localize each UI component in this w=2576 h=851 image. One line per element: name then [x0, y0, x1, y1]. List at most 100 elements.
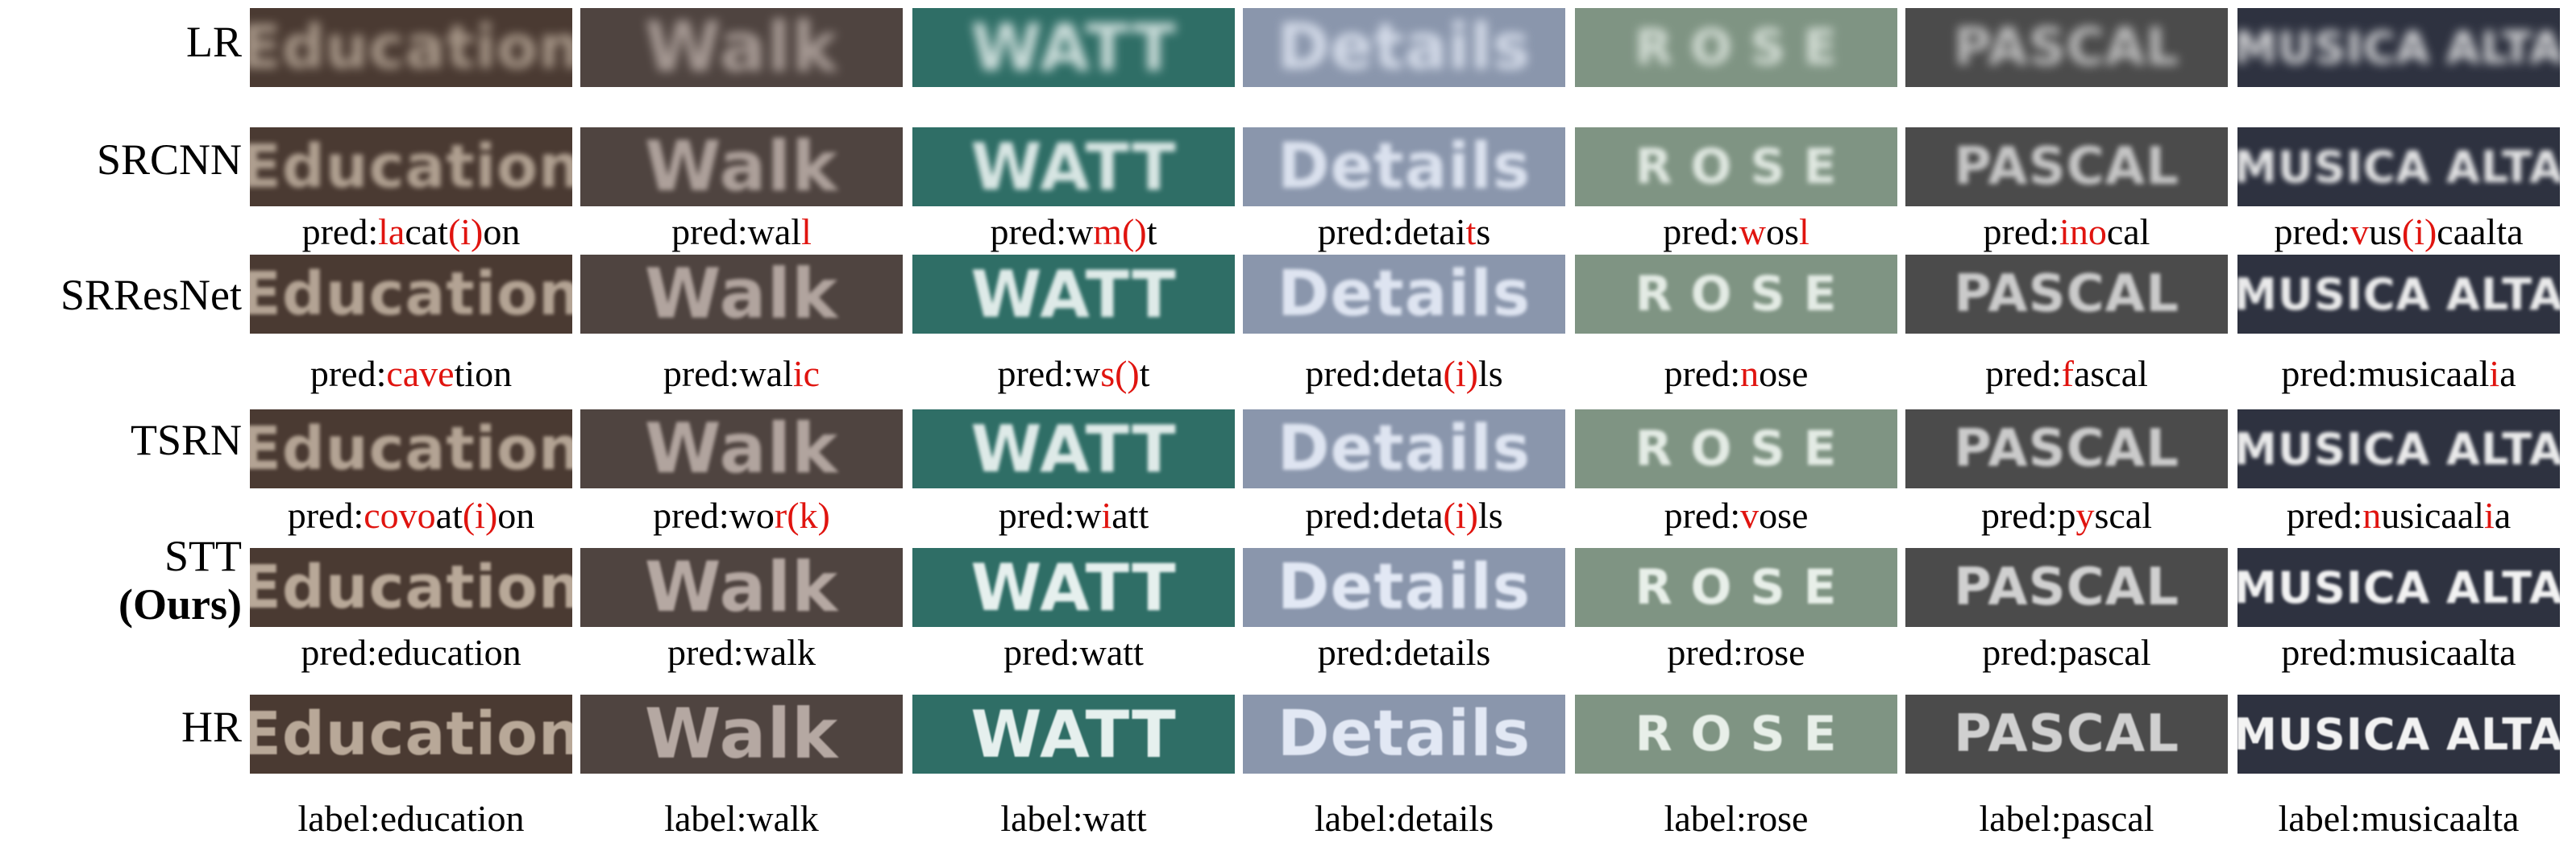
caption-segment: scal	[2094, 495, 2153, 536]
caption-segment: t	[1139, 353, 1150, 394]
caption-segment: pred:p	[1980, 495, 2076, 536]
row-label-text: HR	[181, 703, 242, 751]
caption-segment: pred:w	[998, 495, 1102, 536]
caption-error-segment: w	[1739, 211, 1767, 252]
tile-word: Walk	[644, 409, 839, 488]
tile-word: PASCAL	[1954, 558, 2179, 617]
tile-word: MUSICA ALTA	[2237, 141, 2560, 193]
prediction-caption: pred:wosl	[1567, 211, 1905, 253]
prediction-caption: pred:walk	[572, 632, 911, 674]
tile-word: R O S E	[1635, 559, 1838, 616]
row-label-text: LR	[185, 18, 242, 66]
prediction-caption: pred:ws()t	[904, 353, 1243, 395]
prediction-caption: pred:detaits	[1235, 211, 1573, 253]
caption-error-segment: ino	[2059, 211, 2107, 252]
tile-word: R O S E	[1635, 139, 1838, 195]
prediction-caption: pred:wm()t	[904, 211, 1243, 253]
caption-segment: t	[1146, 211, 1157, 252]
caption-error-segment: (i)	[1443, 353, 1478, 394]
caption-segment: tion	[454, 353, 513, 394]
prediction-caption: pred:watt	[904, 632, 1243, 674]
tile-word: MUSICA ALTA	[2237, 423, 2560, 475]
text-image-tile: R O S E	[1575, 8, 1897, 87]
tile-word: WATT	[970, 550, 1177, 625]
text-image-tile: PASCAL	[1905, 409, 2228, 488]
caption-segment: pred:wal	[671, 211, 802, 252]
tile-word: WATT	[970, 10, 1177, 85]
prediction-caption: pred:education	[242, 632, 580, 674]
caption-segment: on	[497, 495, 535, 536]
caption-segment: pred:pascal	[1982, 632, 2151, 673]
text-image-tile: PASCAL	[1905, 695, 2228, 774]
caption-segment: pred:	[301, 211, 379, 252]
caption-segment: pred:	[2286, 495, 2363, 536]
text-image-tile: Details	[1243, 548, 1565, 627]
row-label: LR	[186, 18, 242, 66]
caption-segment: ascal	[2073, 353, 2148, 394]
text-image-tile: WATT	[912, 255, 1235, 334]
text-image-tile: PASCAL	[1905, 127, 2228, 206]
tile-word: PASCAL	[1954, 137, 2179, 197]
prediction-caption: pred:nose	[1567, 353, 1905, 395]
caption-segment: pred:deta	[1305, 495, 1444, 536]
caption-segment: pred:wal	[663, 353, 793, 394]
tile-word: WATT	[970, 411, 1177, 487]
caption-segment: cal	[2106, 211, 2150, 252]
text-image-tile: Walk	[580, 255, 903, 334]
tile-word: Walk	[644, 127, 839, 206]
tile-word: Education	[250, 132, 572, 201]
caption-segment: pred:	[1983, 211, 2060, 252]
prediction-caption: pred:musicaalta	[2229, 632, 2568, 674]
tile-word: Details	[1277, 258, 1531, 330]
caption-segment: us	[2368, 211, 2402, 252]
caption-segment: pred:musicaal	[2281, 353, 2490, 394]
prediction-caption: pred:wall	[572, 211, 911, 253]
prediction-caption: label:musicaalta	[2229, 798, 2568, 840]
text-image-tile: Education	[250, 8, 572, 87]
tile-word: PASCAL	[1954, 419, 2179, 479]
text-image-tile: MUSICA ALTA	[2237, 409, 2560, 488]
tile-word: PASCAL	[1954, 704, 2179, 764]
prediction-caption: pred:fascal	[1897, 353, 2236, 395]
text-image-tile: R O S E	[1575, 255, 1897, 334]
caption-error-segment: ic	[792, 353, 821, 394]
text-image-tile: WATT	[912, 695, 1235, 774]
tile-word: R O S E	[1635, 19, 1838, 76]
row-label-text: STT	[164, 532, 242, 580]
tile-word: WATT	[970, 696, 1177, 772]
caption-segment: usicaal	[2381, 495, 2485, 536]
caption-error-segment: (i)	[447, 211, 484, 252]
tile-word: MUSICA ALTA	[2237, 22, 2560, 73]
caption-segment: pred:deta	[1305, 353, 1444, 394]
caption-segment: pred:	[310, 353, 387, 394]
tile-word: Education	[250, 259, 572, 329]
caption-segment: pred:w	[997, 353, 1101, 394]
row-sublabel-text: (Ours)	[118, 580, 242, 629]
tile-word: Walk	[644, 695, 839, 774]
text-image-tile: MUSICA ALTA	[2237, 695, 2560, 774]
text-image-tile: Walk	[580, 8, 903, 87]
prediction-caption: pred:pyscal	[1897, 495, 2236, 537]
prediction-caption: pred:pascal	[1897, 632, 2236, 674]
caption-segment: label:rose	[1664, 798, 1809, 839]
prediction-caption: pred:covoat(i)on	[242, 495, 580, 537]
text-image-tile: MUSICA ALTA	[2237, 127, 2560, 206]
prediction-caption: pred:lacat(i)on	[242, 211, 580, 253]
caption-error-segment: v	[2350, 211, 2369, 252]
caption-segment: ls	[1477, 495, 1503, 536]
caption-segment: label:details	[1314, 798, 1494, 839]
caption-segment: ls	[1477, 353, 1503, 394]
prediction-caption: pred:deta(i)ls	[1235, 495, 1573, 537]
caption-error-segment: i	[1101, 495, 1112, 536]
row-label-text: TSRN	[130, 416, 242, 464]
caption-error-segment: l	[1798, 211, 1809, 252]
caption-segment: pred:musicaalta	[2281, 632, 2516, 673]
caption-error-segment: (i)	[1443, 495, 1478, 536]
text-image-tile: MUSICA ALTA	[2237, 548, 2560, 627]
caption-error-segment: cave	[386, 353, 455, 394]
prediction-caption: pred:wor(k)	[572, 495, 911, 537]
text-image-tile: WATT	[912, 409, 1235, 488]
prediction-caption: label:walk	[572, 798, 911, 840]
caption-error-segment: s()	[1100, 353, 1140, 394]
